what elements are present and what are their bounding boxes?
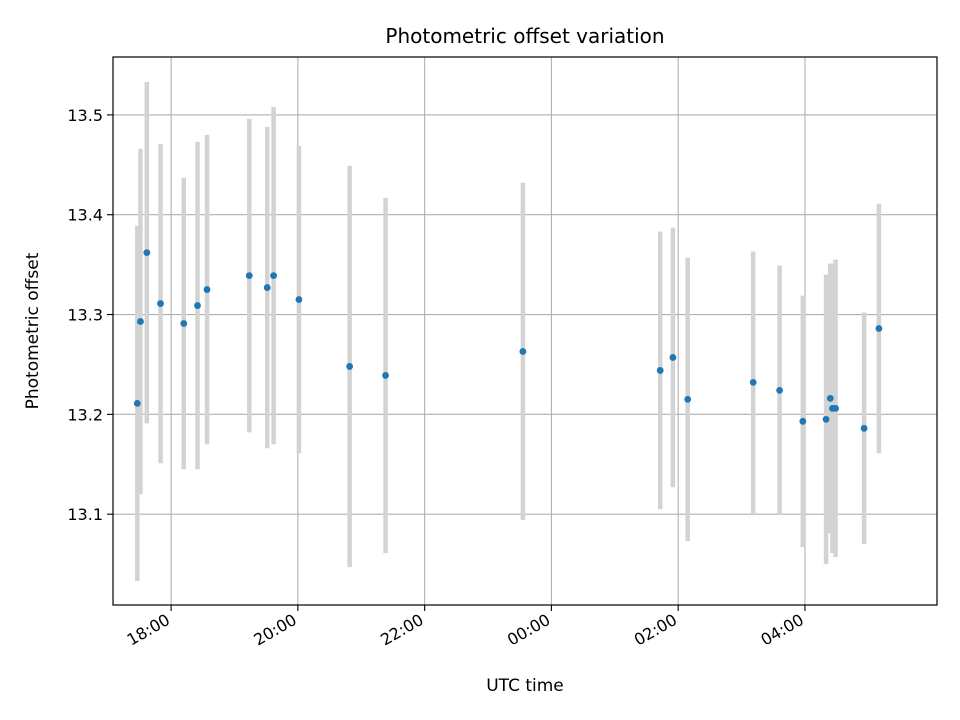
data-point xyxy=(826,394,834,402)
data-point xyxy=(270,272,277,280)
data-point xyxy=(656,367,664,374)
data-point xyxy=(519,348,527,355)
y-tick-label: 13.3 xyxy=(67,306,103,325)
data-point xyxy=(180,320,188,327)
data-point xyxy=(799,417,807,425)
x-axis-label: UTC time xyxy=(486,676,564,696)
data-points xyxy=(133,249,883,432)
data-point xyxy=(684,395,692,403)
data-point xyxy=(776,386,783,394)
data-point xyxy=(194,302,201,309)
data-point xyxy=(860,424,868,432)
data-point xyxy=(749,379,757,386)
data-point xyxy=(832,404,839,412)
data-point xyxy=(669,354,677,361)
data-point xyxy=(263,284,271,291)
data-point xyxy=(157,300,164,307)
data-point xyxy=(382,372,389,379)
data-point xyxy=(143,249,151,257)
plot-frame xyxy=(112,56,938,606)
chart-title: Photometric offset variation xyxy=(385,24,664,48)
y-tick-label: 13.4 xyxy=(67,206,103,225)
data-point xyxy=(295,296,303,303)
data-point xyxy=(203,286,211,293)
y-tick-label: 13.1 xyxy=(67,505,103,524)
data-point xyxy=(245,272,253,280)
y-tick-label: 13.2 xyxy=(67,405,103,424)
data-point xyxy=(137,318,144,325)
y-tick-label: 13.5 xyxy=(67,106,103,125)
y-axis-label: Photometric offset xyxy=(23,252,43,409)
data-point xyxy=(133,399,141,407)
data-point xyxy=(822,415,830,423)
data-point xyxy=(346,363,354,370)
data-point xyxy=(875,325,883,332)
